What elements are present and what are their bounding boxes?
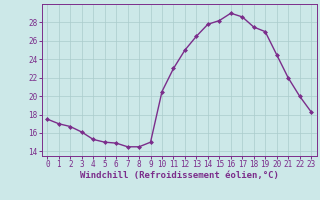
- X-axis label: Windchill (Refroidissement éolien,°C): Windchill (Refroidissement éolien,°C): [80, 171, 279, 180]
